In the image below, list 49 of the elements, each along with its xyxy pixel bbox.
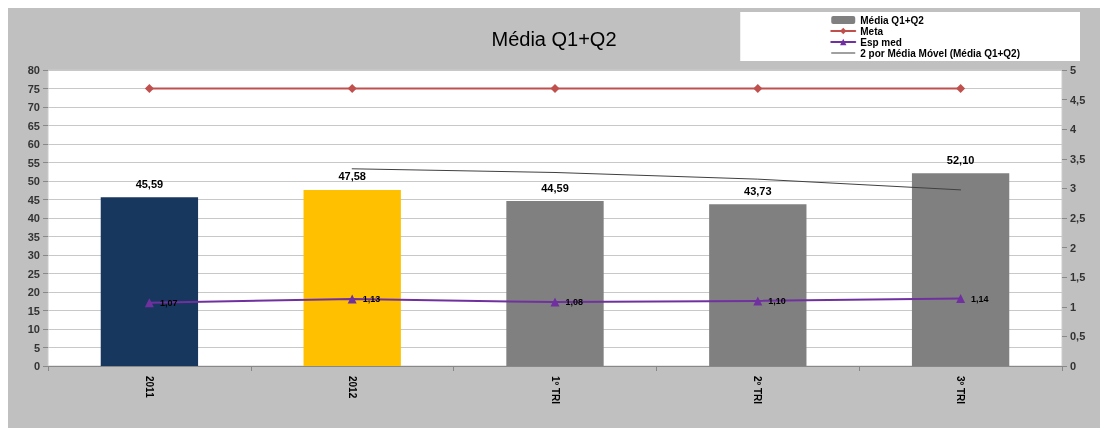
data-label: 1,08 bbox=[565, 297, 584, 308]
y-tick-label: 45 bbox=[27, 193, 40, 206]
y2-tick-label: 1 bbox=[1070, 300, 1077, 313]
data-label: 44,59 bbox=[541, 181, 569, 194]
y2-tick-label: 4,5 bbox=[1070, 93, 1086, 106]
chart-title: Média Q1+Q2 bbox=[491, 28, 617, 50]
y-tick-label: 25 bbox=[27, 267, 40, 280]
data-label: 52,10 bbox=[946, 153, 975, 166]
y-tick-label: 20 bbox=[27, 286, 40, 298]
legend-label: Esp med bbox=[860, 36, 902, 48]
y2-tick-label: 5 bbox=[1070, 64, 1077, 76]
data-label: 47,58 bbox=[338, 170, 366, 183]
y2-tick-label: 1,5 bbox=[1070, 271, 1086, 284]
bar bbox=[100, 197, 199, 366]
y-tick-label: 60 bbox=[27, 138, 40, 150]
y-tick-label: 40 bbox=[27, 212, 40, 224]
y-tick-label: 5 bbox=[33, 341, 40, 354]
x-tick-label: 2011 bbox=[143, 376, 155, 399]
y-tick-label: 50 bbox=[27, 175, 40, 187]
y-tick-label: 55 bbox=[27, 156, 40, 169]
x-tick-label: 2012 bbox=[346, 376, 358, 399]
y-tick-label: 65 bbox=[27, 119, 40, 132]
y-tick-label: 30 bbox=[27, 249, 40, 261]
x-tick-label: 2º TRI bbox=[752, 376, 764, 405]
x-tick-label: 3º TRI bbox=[955, 376, 967, 405]
y2-tick-label: 3 bbox=[1070, 182, 1077, 195]
data-label: 43,73 bbox=[744, 184, 772, 197]
legend-label: Meta bbox=[860, 25, 884, 37]
data-label: 1,13 bbox=[362, 294, 381, 305]
legend-label: 2 por Média Móvel (Média Q1+Q2) bbox=[860, 47, 1020, 59]
y2-tick-label: 0,5 bbox=[1070, 330, 1086, 343]
y2-tick-label: 4 bbox=[1070, 123, 1077, 136]
x-tick-label: 1º TRI bbox=[549, 376, 561, 405]
y-tick-label: 70 bbox=[27, 101, 40, 113]
y-tick-label: 15 bbox=[27, 304, 40, 317]
data-label: 1,14 bbox=[971, 293, 989, 304]
y2-tick-label: 2 bbox=[1070, 241, 1077, 254]
bar bbox=[303, 189, 401, 366]
y-tick-label: 35 bbox=[27, 230, 40, 243]
y2-tick-label: 0 bbox=[1070, 360, 1077, 372]
data-label: 45,59 bbox=[135, 177, 164, 190]
y-tick-label: 0 bbox=[33, 360, 40, 372]
y-tick-label: 10 bbox=[27, 323, 40, 335]
y-tick-label: 75 bbox=[27, 82, 40, 95]
y2-tick-label: 2,5 bbox=[1070, 212, 1086, 224]
legend-label: Média Q1+Q2 bbox=[860, 14, 925, 26]
y2-tick-label: 3,5 bbox=[1070, 152, 1086, 165]
y-tick-label: 80 bbox=[27, 64, 40, 76]
data-label: 1,10 bbox=[768, 295, 786, 306]
